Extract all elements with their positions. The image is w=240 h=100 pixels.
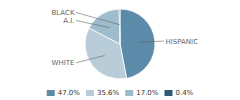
legend-entry: 0.4% <box>164 89 193 97</box>
pie-slice <box>119 9 121 44</box>
legend-label: 35.6% <box>97 89 120 97</box>
legend-label: 17.0% <box>136 89 159 97</box>
legend-swatch <box>86 90 94 96</box>
leader-line <box>76 56 105 63</box>
slice-label: HISPANIC <box>166 37 199 45</box>
leader-line <box>139 41 164 42</box>
legend-swatch <box>164 90 172 96</box>
legend-entry: 47.0% <box>47 89 81 97</box>
legend-entry: 35.6% <box>86 89 120 97</box>
legend-label: 47.0% <box>58 89 81 97</box>
leader-line <box>76 21 110 28</box>
legend-entry: 17.0% <box>125 89 159 97</box>
slice-label: BLACK <box>51 9 74 17</box>
annotations: HISPANIC WHITE A.I.BLACK <box>51 9 198 67</box>
legend-swatch <box>125 90 133 96</box>
legend-label: 0.4% <box>175 89 193 97</box>
slice-label: A.I. <box>63 17 74 25</box>
slice-label: WHITE <box>52 59 75 67</box>
legend: 47.0% 35.6% 17.0% 0.4% <box>47 89 194 97</box>
pie-slice <box>120 9 155 78</box>
legend-swatch <box>47 90 55 96</box>
pie <box>85 9 155 79</box>
leader-line <box>76 13 120 25</box>
chart: HISPANIC WHITE A.I.BLACK 47.0% 35.6% 17.0% 0.4… <box>0 0 240 100</box>
